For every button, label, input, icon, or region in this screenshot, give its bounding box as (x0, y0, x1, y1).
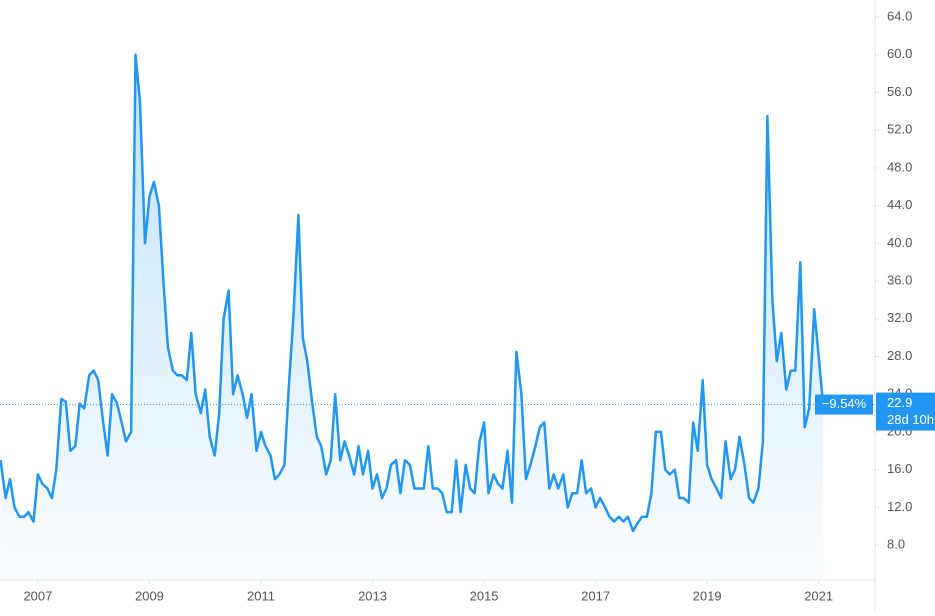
y-tick-label: 32.0 (887, 310, 912, 325)
x-tick-label: 2017 (581, 588, 610, 603)
x-tick-label: 2009 (135, 588, 164, 603)
y-tick-label: 44.0 (887, 197, 912, 212)
x-tick-label: 2013 (358, 588, 387, 603)
countdown-label: 28d 10h (887, 412, 934, 427)
change-label: −9.54% (822, 396, 867, 411)
y-tick-label: 40.0 (887, 235, 912, 250)
y-tick-label: 48.0 (887, 159, 912, 174)
y-tick-label: 64.0 (887, 8, 912, 23)
x-tick-label: 2007 (23, 588, 52, 603)
y-tick-label: 12.0 (887, 499, 912, 514)
x-tick-label: 2019 (693, 588, 722, 603)
y-tick-label: 16.0 (887, 461, 912, 476)
line (0, 53, 825, 533)
y-tick-label: 8.0 (887, 537, 905, 552)
x-tick-label: 2021 (804, 588, 833, 603)
y-tick-label: 28.0 (887, 348, 912, 363)
area (0, 54, 824, 580)
y-tick-label: 52.0 (887, 122, 912, 137)
price-label: 22.9 (887, 395, 912, 410)
change-badge (815, 394, 873, 415)
y-tick-label: 36.0 (887, 272, 912, 287)
y-tick-label: 60.0 (887, 46, 912, 61)
price-badge (876, 392, 935, 431)
x-tick-label: 2015 (470, 588, 499, 603)
x-tick-label: 2011 (247, 588, 275, 603)
y-tick-label: 56.0 (887, 84, 912, 99)
